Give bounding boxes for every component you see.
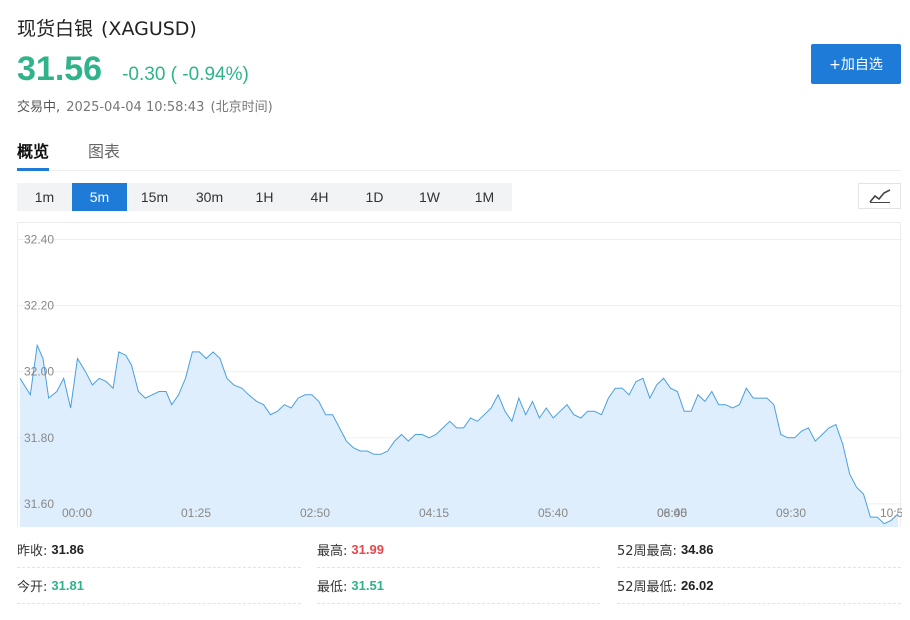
x-tick-label: 02:50 (300, 506, 330, 520)
tab-bar: 概览 图表 (17, 138, 901, 171)
interval-15m[interactable]: 15m (140, 189, 169, 205)
price-chart[interactable]: 32.40 32.20 32.00 31.80 31.60 00:00 01:25 02:50… (17, 222, 904, 527)
stat-52w-high: 52周最高: 34.86 (617, 532, 901, 568)
price-line (19, 343, 899, 525)
x-tick-label: 09:30 (776, 506, 806, 520)
interval-selector: 1m 5m 15m 30m 1H 4H 1D 1W 1M (17, 183, 512, 211)
price-change: -0.30 ( -0.94%) (122, 64, 249, 85)
instrument-symbol: (XAGUSD) (101, 18, 197, 40)
y-tick-label: 32.00 (24, 365, 54, 379)
stat-value: 34.86 (680, 542, 714, 557)
stat-value: 31.51 (351, 578, 384, 593)
interval-4h[interactable]: 4H (310, 189, 329, 205)
stat-label: 52周最低: (617, 580, 677, 595)
y-tick-label: 31.80 (24, 431, 54, 445)
stat-open: 今开: 31.81 (17, 568, 301, 604)
stat-label: 52周最高: (617, 544, 677, 559)
interval-1m[interactable]: 1m (34, 189, 55, 205)
instrument-name: 现货白银 (17, 18, 94, 40)
stat-label: 昨收: (17, 544, 48, 559)
interval-1h[interactable]: 1H (255, 189, 274, 205)
stat-high: 最高: 31.99 (317, 532, 600, 568)
timezone: (北京时间) (210, 100, 273, 115)
stat-52w-low: 52周最低: 26.02 (617, 568, 901, 604)
timestamp: 2025-04-04 10:58:43 (66, 100, 205, 115)
stat-label: 最高: (317, 544, 348, 559)
add-watchlist-button[interactable]: +加自选 (811, 44, 901, 84)
x-tick-label: 06:40 (657, 506, 687, 520)
line-chart-icon (868, 189, 890, 203)
interval-1w[interactable]: 1W (419, 189, 440, 205)
last-price: 31.56 (17, 50, 103, 88)
x-tick-label: 01:25 (181, 506, 211, 520)
x-tick-label: 08:05 (657, 506, 687, 520)
stat-value: 31.86 (51, 542, 84, 557)
stat-value: 26.02 (680, 578, 714, 593)
instrument-title: 现货白银 (XAGUSD) (17, 14, 197, 41)
stat-label: 今开: (17, 580, 48, 595)
stat-label: 最低: (317, 580, 348, 595)
x-tick-label: 10:5 (880, 506, 902, 520)
y-tick-label: 32.20 (24, 299, 54, 313)
y-tick-label: 32.40 (24, 233, 54, 247)
price-row: 31.56 -0.30 ( -0.94%) (17, 50, 249, 89)
price-area (20, 345, 898, 527)
interval-1d[interactable]: 1D (365, 189, 384, 205)
interval-1mo[interactable]: 1M (474, 189, 495, 205)
tab-overview[interactable]: 概览 (17, 138, 49, 171)
status-text: 交易中, (17, 100, 61, 115)
trading-status: 交易中, 2025-04-04 10:58:43 (北京时间) (17, 96, 275, 115)
interval-5m[interactable]: 5m (72, 183, 127, 211)
x-tick-label: 00:00 (62, 506, 92, 520)
tab-chart[interactable]: 图表 (88, 142, 121, 161)
chart-type-button[interactable] (858, 183, 901, 209)
x-tick-label: 04:15 (419, 506, 449, 520)
stat-prev-close: 昨收: 31.86 (17, 532, 301, 568)
stat-value: 31.81 (51, 578, 84, 593)
y-tick-label: 31.60 (24, 497, 54, 511)
stat-value: 31.99 (351, 542, 384, 557)
price-chart-svg: 32.40 32.20 32.00 31.80 31.60 00:00 01:25 02:50… (18, 233, 904, 527)
stat-low: 最低: 31.51 (317, 568, 600, 604)
interval-30m[interactable]: 30m (195, 189, 224, 205)
x-tick-label: 05:40 (538, 506, 568, 520)
